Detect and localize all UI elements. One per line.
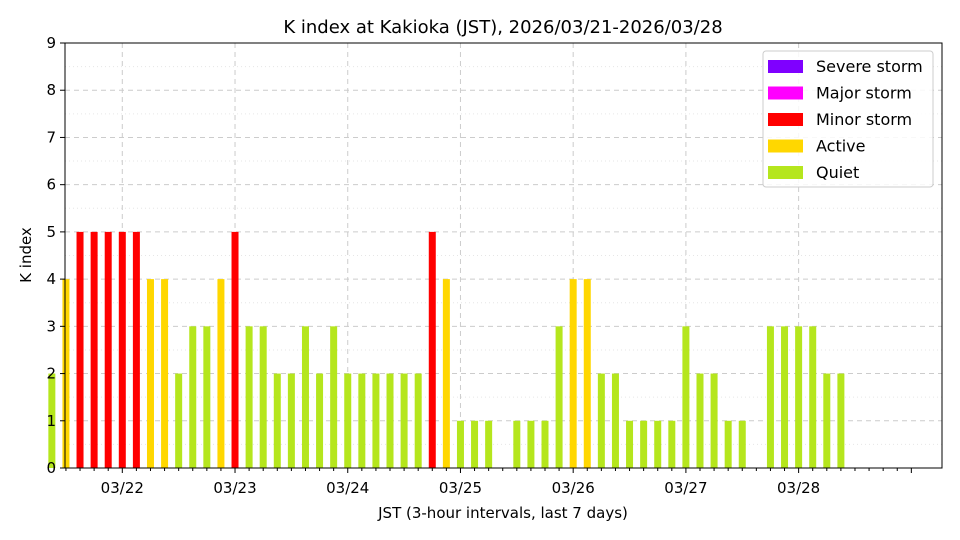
plot-frame bbox=[64, 42, 943, 469]
k-index-bar bbox=[541, 420, 549, 468]
k-index-bar bbox=[301, 326, 309, 468]
k-index-bar bbox=[823, 373, 831, 468]
k-index-bar bbox=[668, 420, 676, 468]
k-index-bar bbox=[203, 326, 211, 468]
legend: Severe storm Major storm Minor storm Active… bbox=[762, 50, 934, 188]
y-tick-label: 1 bbox=[46, 412, 56, 430]
legend-swatch bbox=[768, 86, 803, 100]
x-tick-label: 03/28 bbox=[777, 479, 820, 497]
k-index-bar bbox=[640, 420, 648, 468]
k-index-bar bbox=[358, 373, 366, 468]
legend-swatch bbox=[768, 139, 803, 153]
x-tick-label: 03/23 bbox=[213, 479, 256, 497]
k-index-bar bbox=[626, 420, 634, 468]
legend-label: Active bbox=[816, 137, 866, 156]
y-tick-label: 0 bbox=[46, 459, 56, 477]
y-tick-label: 2 bbox=[46, 365, 56, 383]
k-index-bar bbox=[90, 231, 98, 468]
legend-swatch bbox=[768, 60, 803, 73]
y-tick-label: 8 bbox=[46, 81, 56, 99]
k-index-bar bbox=[118, 231, 126, 468]
k-index-bar bbox=[527, 420, 535, 468]
y-axis: 0 1 2 3 4 5 6 7 8 9 bbox=[46, 34, 65, 477]
legend-box bbox=[762, 50, 934, 188]
k-index-bar bbox=[611, 373, 619, 468]
k-index-bar bbox=[372, 373, 380, 468]
y-tick-label: 4 bbox=[46, 270, 56, 288]
k-index-bar bbox=[809, 326, 817, 468]
x-tick-label: 03/24 bbox=[326, 479, 369, 497]
y-tick-label: 9 bbox=[46, 34, 56, 52]
k-index-bar bbox=[330, 326, 338, 468]
legend-label: Minor storm bbox=[816, 110, 912, 129]
k-index-bar bbox=[513, 420, 521, 468]
k-index-bar bbox=[400, 373, 408, 468]
x-tick-label: 03/25 bbox=[439, 479, 482, 497]
k-index-bar bbox=[245, 326, 253, 468]
legend-label: Quiet bbox=[816, 163, 859, 182]
x-tick-label: 03/27 bbox=[664, 479, 707, 497]
legend-label: Major storm bbox=[816, 84, 912, 103]
y-tick-label: 6 bbox=[46, 176, 56, 194]
k-index-bar bbox=[344, 373, 352, 468]
k-index-bar bbox=[273, 373, 281, 468]
y-tick-label: 5 bbox=[46, 223, 56, 241]
k-index-bar bbox=[682, 326, 690, 468]
k-index-bar bbox=[442, 279, 450, 468]
k-index-bar bbox=[76, 231, 84, 468]
k-index-bar bbox=[696, 373, 704, 468]
k-index-bar bbox=[48, 373, 56, 468]
k-index-bar bbox=[316, 373, 324, 468]
k-index-bar bbox=[231, 231, 239, 468]
y-tick-label: 3 bbox=[46, 317, 56, 335]
k-index-bar bbox=[175, 373, 183, 468]
k-index-bar bbox=[386, 373, 394, 468]
k-index-bar bbox=[471, 420, 479, 468]
x-tick-label: 03/26 bbox=[552, 479, 595, 497]
k-index-bar bbox=[485, 420, 493, 468]
k-index-bar bbox=[569, 279, 577, 468]
legend-label: Severe storm bbox=[816, 57, 923, 76]
x-tick-label: 03/22 bbox=[101, 479, 144, 497]
k-index-bar bbox=[414, 373, 422, 468]
k-index-bar bbox=[456, 420, 464, 468]
k-index-bar bbox=[654, 420, 662, 468]
k-index-bar bbox=[781, 326, 789, 468]
k-index-bar bbox=[583, 279, 591, 468]
legend-swatch bbox=[768, 166, 803, 179]
k-index-bar bbox=[132, 231, 140, 468]
x-axis: 03/22 03/23 03/24 03/25 03/26 03/27 03/28 bbox=[65, 468, 912, 497]
k-index-bar bbox=[795, 326, 803, 468]
chart-title: K index at Kakioka (JST), 2026/03/21-202… bbox=[283, 17, 722, 38]
k-index-bar bbox=[428, 231, 436, 468]
k-index-bar bbox=[837, 373, 845, 468]
k-index-bar bbox=[766, 326, 774, 468]
y-axis-label: K index bbox=[17, 227, 35, 283]
legend-swatch bbox=[768, 113, 803, 126]
k-index-bar bbox=[287, 373, 295, 468]
k-index-bar bbox=[217, 279, 225, 468]
k-index-bar bbox=[62, 279, 70, 468]
k-index-bar bbox=[555, 326, 563, 468]
k-index-bar bbox=[161, 279, 169, 468]
bar-series bbox=[48, 231, 845, 468]
k-index-bar bbox=[738, 420, 746, 468]
y-tick-label: 7 bbox=[46, 128, 56, 146]
k-index-bar bbox=[104, 231, 112, 468]
k-index-bar bbox=[259, 326, 267, 468]
k-index-bar bbox=[597, 373, 605, 468]
k-index-bar bbox=[710, 373, 718, 468]
k-index-bar bbox=[189, 326, 197, 468]
k-index-bar bbox=[724, 420, 732, 468]
k-index-bar bbox=[146, 279, 154, 468]
x-axis-label: JST (3-hour intervals, last 7 days) bbox=[377, 504, 628, 522]
